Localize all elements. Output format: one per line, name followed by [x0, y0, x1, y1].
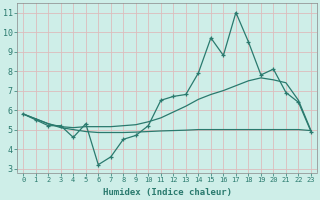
X-axis label: Humidex (Indice chaleur): Humidex (Indice chaleur)	[103, 188, 232, 197]
